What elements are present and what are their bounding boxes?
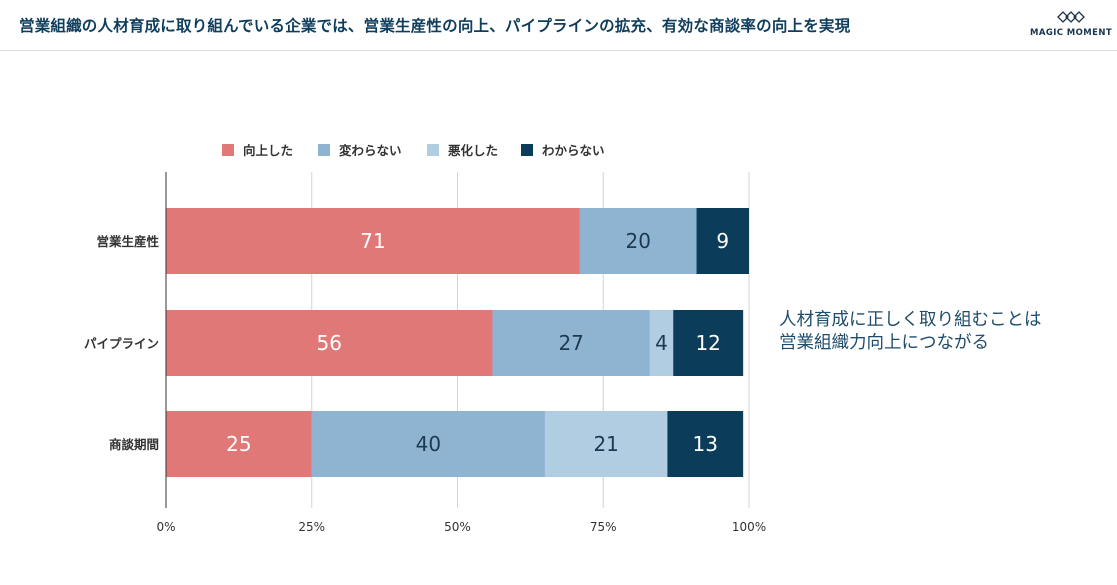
data-label: 13	[693, 432, 718, 456]
x-tick-label: 25%	[298, 520, 325, 534]
category-label: パイプライン	[84, 336, 159, 351]
data-label: 20	[626, 229, 651, 253]
data-label: 9	[716, 229, 729, 253]
callout-line-2: 営業組織力向上につながる	[779, 333, 989, 353]
legend-swatch	[318, 144, 330, 156]
bar-segment	[166, 411, 312, 477]
bar-segment	[166, 310, 493, 376]
x-tick-label: 0%	[156, 520, 175, 534]
x-tick-label: 50%	[444, 520, 471, 534]
data-label: 40	[416, 432, 441, 456]
data-label: 4	[655, 331, 668, 355]
bar-segment	[544, 411, 668, 477]
bar-segment	[166, 208, 580, 274]
logo: MAGIC MOMENT	[1030, 9, 1112, 43]
callout-line-1: 人材育成に正しく取り組むことは	[779, 310, 1042, 330]
x-tick-label: 100%	[732, 520, 766, 534]
header-divider	[0, 50, 1117, 51]
bar-segment	[649, 310, 674, 376]
legend-label: 悪化した	[448, 143, 498, 158]
legend-swatch	[222, 144, 234, 156]
data-label: 12	[695, 331, 720, 355]
category-label: 商談期間	[109, 437, 159, 452]
data-label: 25	[226, 432, 251, 456]
page-title: 営業組織の人材育成に取り組んでいる企業では、営業生産性の向上、パイプラインの拡充…	[19, 17, 851, 35]
bar-segment	[667, 411, 744, 477]
logo-mark-icon	[1057, 11, 1085, 23]
bar-segment	[492, 310, 650, 376]
legend-label: 向上した	[243, 143, 293, 158]
data-label: 56	[317, 331, 342, 355]
data-label: 27	[558, 331, 583, 355]
legend-swatch	[427, 144, 439, 156]
data-label: 21	[593, 432, 618, 456]
bar-segment	[579, 208, 697, 274]
category-label: 営業生産性	[96, 234, 159, 249]
legend-label: 変わらない	[339, 143, 402, 158]
logo-text: MAGIC MOMENT	[1030, 28, 1113, 38]
x-tick-label: 75%	[590, 520, 617, 534]
bar-segment	[696, 208, 749, 274]
legend-swatch	[521, 144, 533, 156]
legend-label: わからない	[542, 143, 605, 158]
bar-segment	[311, 411, 545, 477]
bar-segment	[673, 310, 744, 376]
callout-text: 人材育成に正しく取り組むことは 営業組織力向上につながる	[779, 309, 1042, 355]
data-label: 71	[360, 229, 385, 253]
